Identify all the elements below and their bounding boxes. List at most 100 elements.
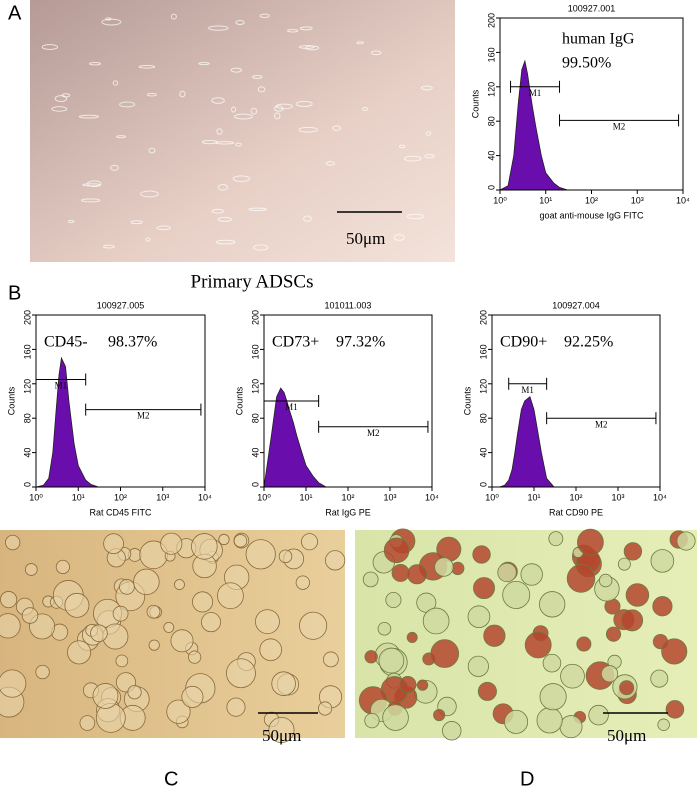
cell [250,107,258,115]
x-tick-label: 10⁴ [425,492,439,502]
cell [170,629,194,653]
cell [64,592,90,618]
cell [385,591,402,609]
cell [588,704,609,726]
cell [520,563,543,586]
annotation: 98.37% [108,334,157,351]
scale-label: 50μm [346,229,385,248]
cell [652,596,673,617]
cell [166,699,191,724]
cell [362,571,379,588]
gate-label: M1 [529,88,542,98]
x-tick-label: 10² [569,492,582,502]
cell [116,135,127,139]
cell [332,125,341,131]
cell [35,664,50,680]
y-tick-label: 40 [250,448,260,458]
cell [79,715,96,731]
cell [650,549,675,573]
x-tick-label: 10⁴ [676,195,690,205]
chart-title: 100927.001 [568,3,616,13]
cell [467,605,491,629]
y-tick-label: 0 [250,482,260,487]
cell [625,583,650,607]
cell [295,575,310,590]
cell [112,80,119,86]
cell [230,67,243,73]
cell [286,29,299,33]
panel-letter: C [164,768,178,790]
y-tick-label: 160 [478,344,488,359]
cell [422,607,450,635]
cell [483,624,506,647]
cell [356,41,364,45]
cell [41,44,59,50]
cell [103,533,124,555]
x-tick-label: 10¹ [539,195,552,205]
y-axis-label: Counts [462,386,472,415]
histogram-area [499,59,568,191]
cell [598,573,613,588]
gate-label: M2 [613,121,626,131]
cell [208,25,229,31]
chart-title: 101011.003 [325,300,372,310]
cell [211,97,225,104]
y-tick-label: 40 [478,448,488,458]
micrograph-a [30,0,455,262]
cell [398,144,406,149]
annotation: CD45- [44,334,88,351]
cell [217,582,244,610]
cells [0,13,696,743]
cell [364,713,380,729]
cell [623,542,643,561]
cell [133,568,160,596]
histogram-area [492,396,555,488]
cell [399,676,417,694]
cell [201,612,222,633]
annotation: 97.32% [336,334,385,351]
y-tick-label: 120 [478,379,488,394]
cell [0,613,21,639]
x-tick-label: 10⁴ [653,492,667,502]
cell [420,85,433,91]
cell [211,208,224,214]
gate-label: M1 [285,402,298,412]
cell [130,220,143,225]
cell [391,563,410,582]
cell [112,605,129,622]
cell [216,239,236,245]
y-tick-label: 0 [22,482,32,487]
cell [566,564,596,593]
cell [174,579,185,590]
x-tick-label: 10¹ [72,492,85,502]
cell [110,164,119,171]
cell [559,715,583,739]
cell [382,704,409,731]
cell [231,106,237,113]
cell [170,13,177,20]
cell [318,701,333,716]
cell [21,607,39,624]
cell [163,621,175,633]
cell [406,631,418,643]
gate-label: M2 [367,428,380,438]
cell [216,128,223,135]
y-axis-label: Counts [234,386,244,415]
cell [377,621,392,636]
histogram-area [263,387,328,488]
chart-title: 100927.004 [552,300,600,310]
cell [560,663,585,689]
cell [232,175,251,182]
cell [323,651,339,668]
cell [198,62,210,66]
x-tick-label: 10⁰ [485,492,499,502]
cell [271,671,296,696]
y-axis-label: Counts [470,89,480,118]
cell [0,669,27,698]
y-tick-label: 200 [478,310,488,325]
cell [502,581,531,609]
y-axis-label: Counts [6,386,16,415]
cell [548,531,564,547]
cell [650,669,669,688]
